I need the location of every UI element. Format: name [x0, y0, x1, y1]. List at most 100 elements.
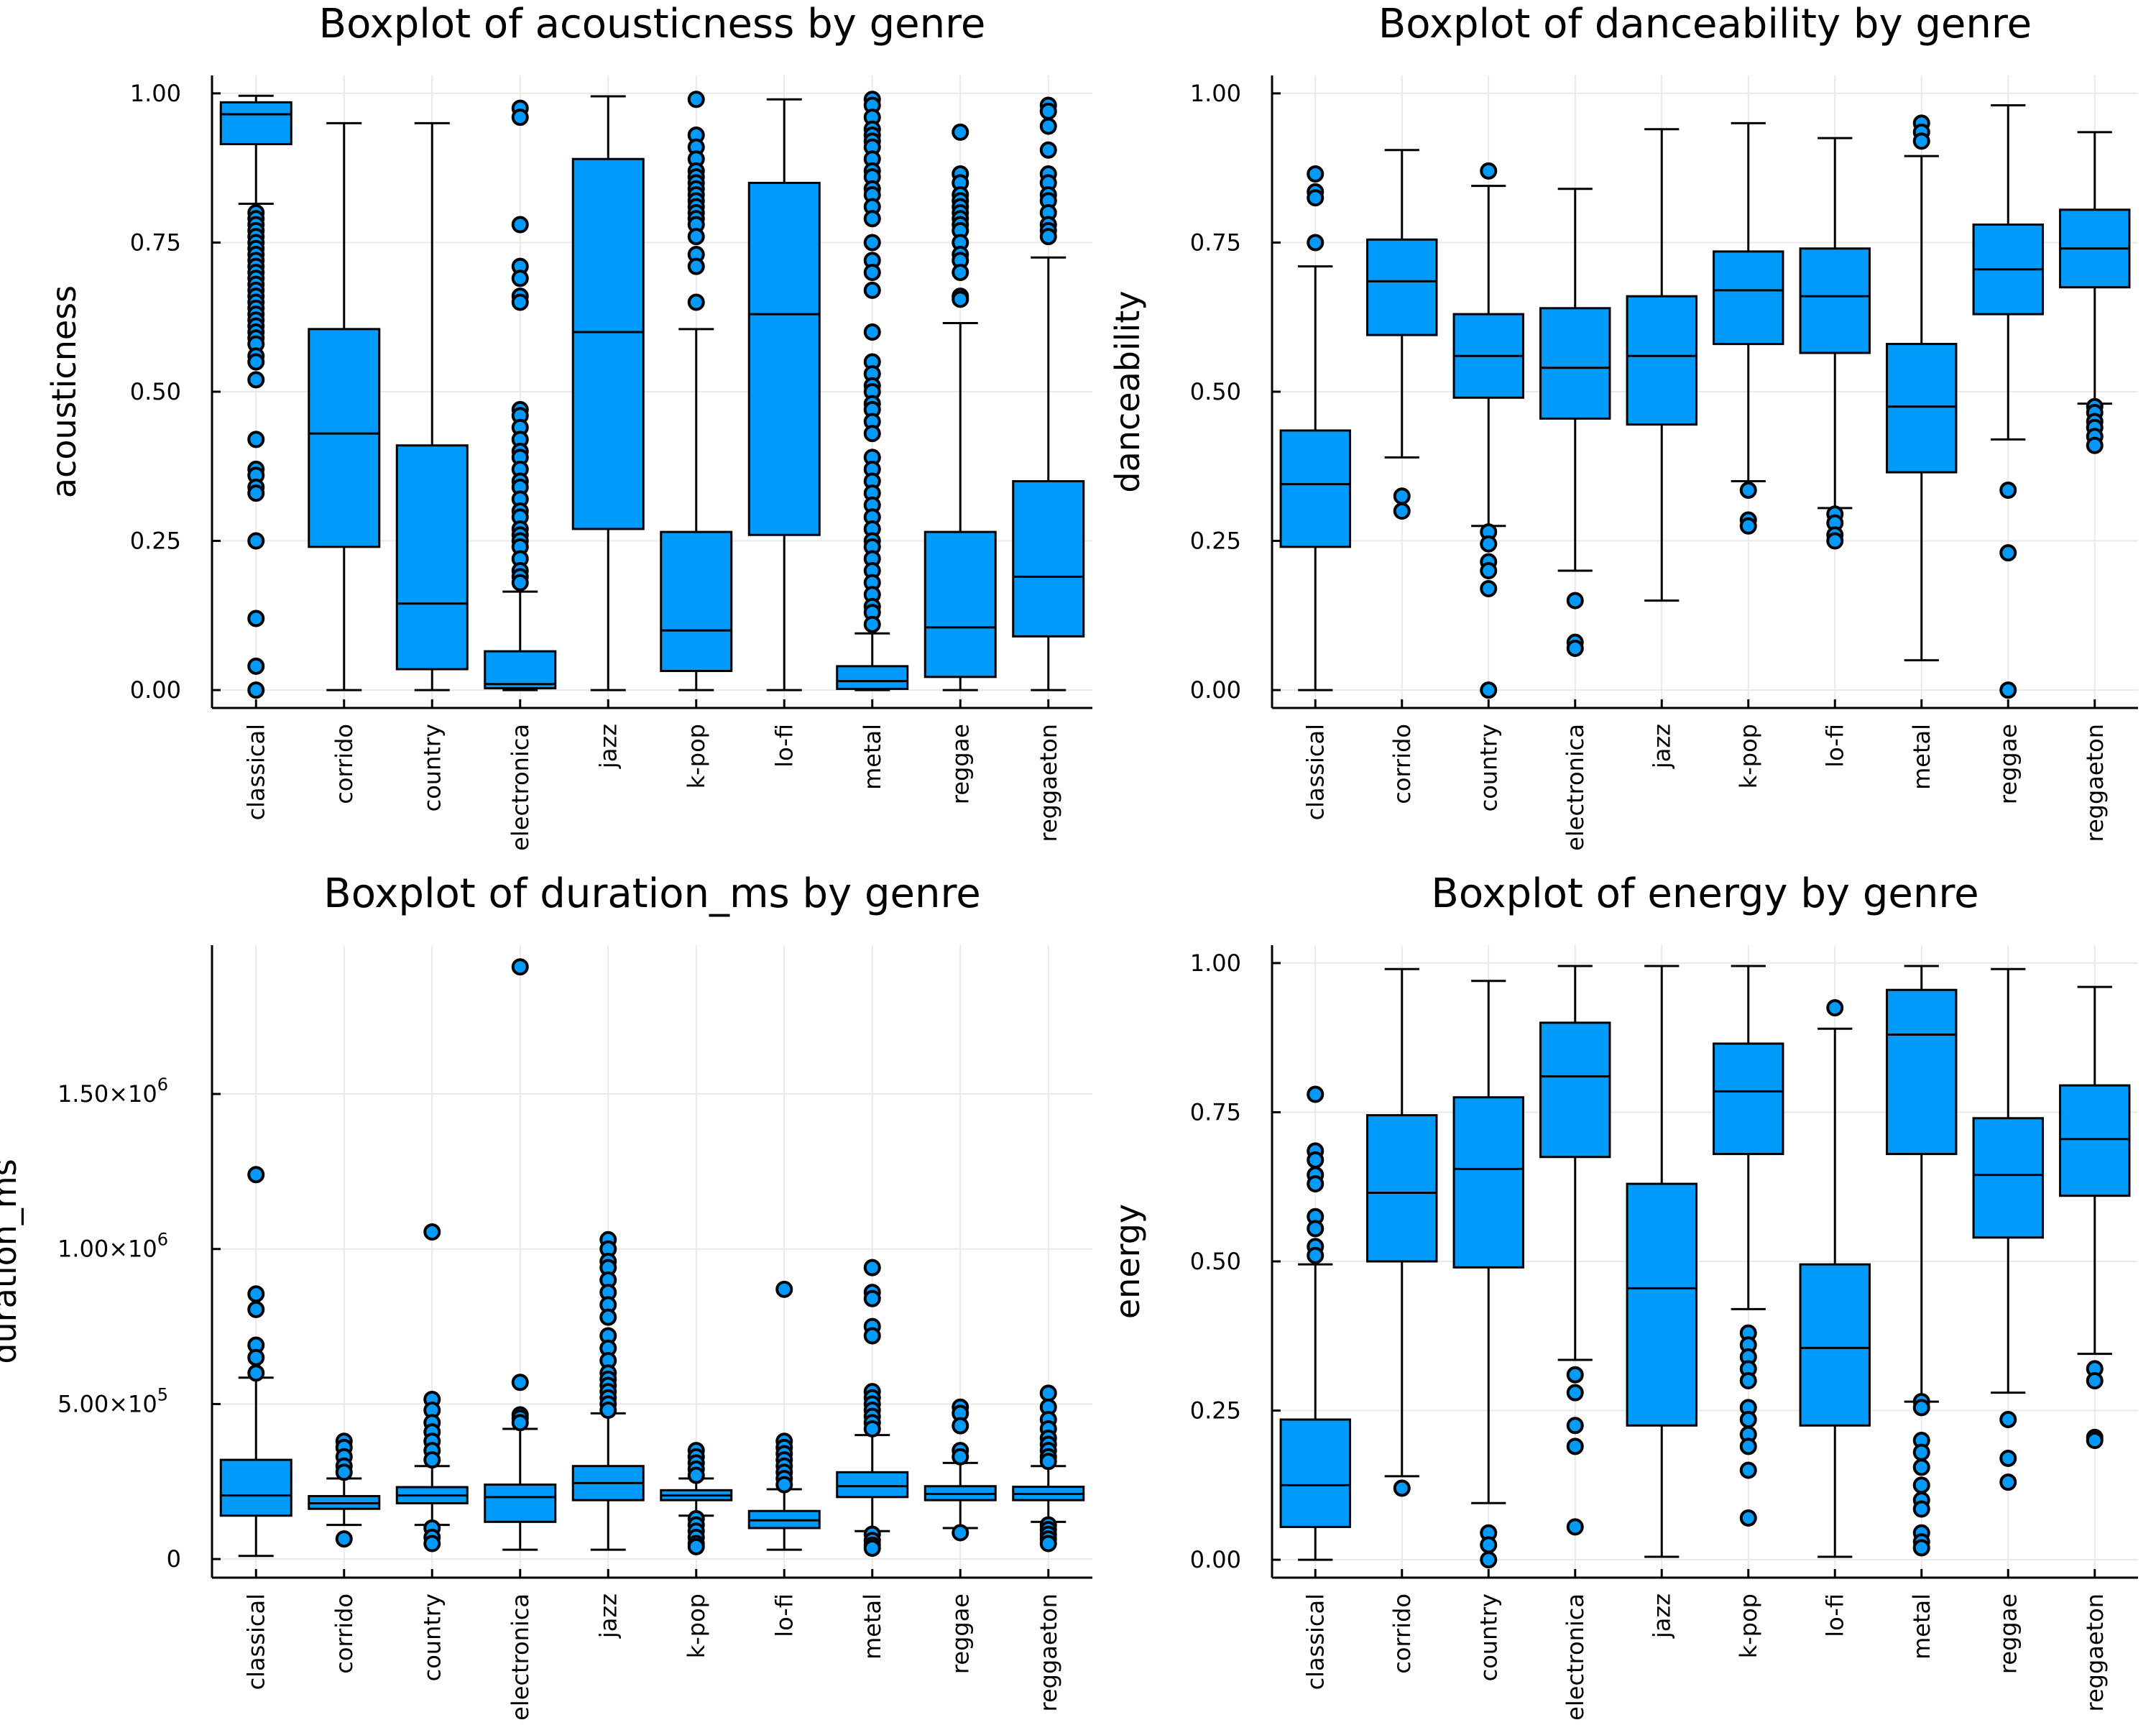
outlier-point [2086, 436, 2104, 454]
outlier-point [1039, 141, 1057, 159]
iqr-box [1886, 343, 1958, 474]
y-tick-label: 0.25 [1190, 528, 1241, 555]
y-tick-label: 0.50 [1190, 378, 1241, 405]
iqr-box [1886, 988, 1958, 1156]
outlier-point [247, 610, 265, 627]
box-classical [219, 1166, 292, 1558]
iqr-box [484, 1484, 557, 1523]
iqr-box [1539, 1021, 1611, 1159]
outlier-point [1999, 544, 2017, 562]
iqr-box [1012, 480, 1085, 638]
x-tick-label: reggaeton [2081, 724, 2109, 842]
outlier-point [1566, 639, 1584, 657]
iqr-box [1539, 307, 1611, 420]
iqr-box [219, 1458, 292, 1517]
x-tick-label: metal [859, 724, 886, 790]
box-jazz [571, 95, 645, 691]
outlier-point [1307, 234, 1325, 252]
x-tick-label: reggae [1994, 724, 2022, 804]
x-tick-label: k-pop [683, 1593, 710, 1658]
y-tick-label: 0.50 [1190, 1248, 1241, 1275]
x-tick-label: electronica [1562, 1593, 1589, 1721]
outlier-point [423, 1451, 441, 1469]
x-tick-label: electronica [507, 724, 534, 851]
outlier-point [687, 257, 705, 275]
x-tick-label: country [418, 1593, 446, 1681]
outlier-point [247, 484, 265, 502]
outlier-point [2086, 1432, 2104, 1450]
outlier-point [1307, 189, 1325, 207]
outlier-point [1999, 681, 2017, 699]
box-corrido [1366, 149, 1438, 520]
box-k-pop [660, 91, 733, 691]
iqr-box [1626, 295, 1697, 426]
outlier-point [1912, 1500, 1930, 1518]
iqr-box [1279, 429, 1351, 548]
outlier-point [1039, 228, 1057, 246]
y-axis-label: energy [1108, 1204, 1147, 1319]
box-reggae [1972, 104, 2044, 699]
outlier-point [687, 91, 705, 109]
box-lo-fi [747, 1280, 821, 1551]
outlier-point [511, 216, 529, 234]
iqr-box [395, 444, 469, 671]
outlier-point [863, 1540, 881, 1558]
x-tick-label: jazz [1648, 724, 1675, 769]
outlier-point [511, 270, 529, 288]
y-tick-label: 0.75 [130, 229, 181, 256]
chart-title: Boxplot of duration_ms by genre [323, 870, 980, 917]
outlier-point [247, 1300, 265, 1318]
outlier-point [1480, 681, 1498, 699]
outlier-point [1739, 517, 1757, 535]
box-metal [1886, 965, 1958, 1557]
outlier-point [1999, 1449, 2017, 1467]
x-tick-label: corrido [331, 1593, 358, 1674]
iqr-box [1799, 1263, 1871, 1427]
outlier-point [1307, 1151, 1325, 1169]
x-tick-label: lo-fi [770, 1593, 798, 1637]
box-reggaeton [2059, 131, 2131, 454]
box-country [1452, 980, 1524, 1569]
box-reggaeton [2059, 985, 2131, 1450]
chart-title: Boxplot of acousticness by genre [319, 1, 986, 47]
x-tick-label: jazz [594, 724, 622, 769]
outlier-point [952, 290, 969, 308]
box-metal [836, 91, 909, 691]
outlier-point [247, 532, 265, 550]
y-tick-label: 0 [167, 1545, 181, 1573]
box-country [395, 1223, 469, 1552]
outlier-point [511, 109, 529, 126]
y-tick-label: 5.00×105 [57, 1384, 168, 1417]
outlier-point [863, 281, 881, 299]
box-classical [1279, 165, 1351, 691]
box-reggaeton [1012, 1384, 1085, 1552]
iqr-box [1366, 1114, 1438, 1263]
outlier-point [599, 1308, 617, 1326]
box-classical [219, 94, 292, 699]
x-tick-label: k-pop [1735, 1593, 1762, 1658]
y-tick-label: 1.50×106 [57, 1075, 168, 1108]
x-tick-label: lo-fi [1821, 1593, 1848, 1637]
outlier-point [511, 958, 529, 976]
outlier-point [1912, 1399, 1930, 1417]
y-tick-label: 0.00 [1190, 1546, 1241, 1573]
y-axis-label: duration_ms [0, 1159, 24, 1363]
outlier-point [1739, 1509, 1757, 1527]
chart-title: Boxplot of danceability by genre [1378, 1, 2032, 47]
iqr-box [219, 101, 292, 145]
outlier-point [1999, 481, 2017, 499]
iqr-box [308, 328, 381, 548]
iqr-box [1452, 1096, 1524, 1269]
x-tick-label: reggae [946, 724, 974, 804]
box-electronica [484, 958, 557, 1551]
outlier-point [1739, 481, 1757, 499]
box-lo-fi [1799, 137, 1871, 550]
outlier-point [952, 1448, 969, 1466]
outlier-point [863, 323, 881, 341]
x-tick-label: classical [242, 724, 270, 820]
outlier-point [1566, 1384, 1584, 1402]
outlier-point [247, 371, 265, 389]
outlier-point [952, 1524, 969, 1542]
box-electronica [1539, 188, 1611, 657]
y-tick-label: 0.00 [1190, 676, 1241, 704]
